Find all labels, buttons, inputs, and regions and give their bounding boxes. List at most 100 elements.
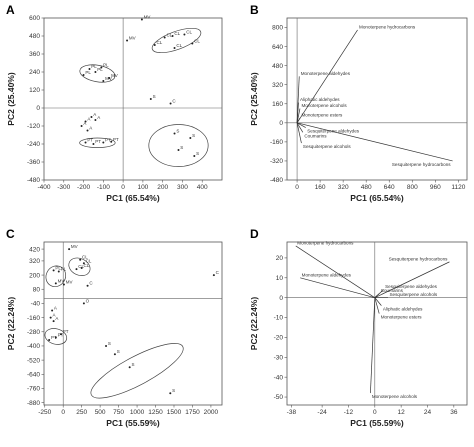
- loading-vector: [374, 297, 380, 314]
- x-axis-label: PC1 (55.59%): [106, 418, 160, 428]
- group-ellipse: [90, 343, 184, 399]
- data-point: [86, 129, 89, 132]
- data-point-label: S: [196, 151, 199, 156]
- loading-vector-label: Sesquiterpene alcohols: [389, 292, 437, 297]
- loading-vector-label: Monoterpene hydrocarbons: [297, 240, 354, 245]
- y-tick-label: 0: [279, 295, 283, 302]
- data-point: [169, 392, 172, 395]
- loading-vector-label: Sesquiterpene hydrocarbons: [392, 162, 451, 167]
- y-tick-label: -640: [27, 371, 40, 378]
- data-point-label: PL: [61, 267, 67, 272]
- data-point-label: MV: [71, 244, 78, 249]
- x-tick-label: 0: [61, 409, 65, 416]
- y-tick-label: 360: [29, 51, 40, 58]
- data-point-label: PT: [95, 139, 101, 144]
- loading-vector: [296, 117, 301, 124]
- x-tick-label: 2000: [204, 409, 219, 416]
- x-tick-label: 640: [384, 184, 395, 191]
- panel-letter: C: [6, 227, 15, 241]
- data-point-label: S: [172, 388, 175, 393]
- data-point-label: PL: [97, 67, 103, 72]
- data-point-label: PT: [113, 137, 119, 142]
- y-tick-label: -10: [274, 315, 284, 322]
- y-tick-label: 320: [29, 258, 40, 265]
- y-tick-label: -400: [27, 343, 40, 350]
- y-tick-label: 320: [272, 82, 283, 89]
- x-tick-label: -38: [287, 409, 297, 416]
- data-point-label: MV: [111, 73, 118, 78]
- y-tick-label: -520: [27, 357, 40, 364]
- loading-vector: [296, 122, 306, 128]
- y-tick-label: -320: [270, 158, 283, 165]
- y-tick-label: -20: [274, 335, 284, 342]
- y-tick-label: -760: [27, 386, 40, 393]
- data-point: [59, 333, 62, 336]
- x-tick-label: 1750: [185, 409, 200, 416]
- group-ellipse: [45, 265, 67, 287]
- x-tick-label: 0: [121, 184, 125, 191]
- data-point: [48, 339, 51, 342]
- data-point-label: PT: [105, 138, 111, 143]
- x-tick-label: 1250: [148, 409, 163, 416]
- data-point-label: CL: [186, 30, 192, 35]
- data-point: [173, 132, 176, 135]
- loading-vector-label: Coumarins: [304, 133, 327, 138]
- data-point: [86, 284, 89, 287]
- panel-d: D -38 -24 -12 0 12 24 36 20 10 0 -10 -20 -30 -40 -50 PC1…: [249, 227, 468, 428]
- data-point-label: MV: [66, 280, 73, 285]
- data-point-label: PL: [91, 64, 97, 69]
- data-point-label: A: [89, 126, 92, 131]
- y-tick-label: 600: [29, 15, 40, 22]
- data-point-label: CL: [83, 263, 89, 268]
- loading-vector: [374, 297, 382, 306]
- data-point: [183, 33, 186, 36]
- data-point-label: C: [89, 281, 93, 286]
- data-point: [110, 140, 113, 143]
- data-point: [102, 141, 105, 144]
- data-point-label: A: [83, 121, 86, 126]
- x-tick-label: 0: [295, 184, 299, 191]
- x-tick-label: 480: [361, 184, 372, 191]
- group-ellipse: [151, 27, 202, 54]
- data-point: [102, 80, 105, 82]
- data-point: [163, 36, 166, 39]
- y-tick-label: 80: [33, 286, 41, 293]
- y-tick-label: 0: [36, 105, 40, 112]
- data-point-label: PL: [85, 70, 91, 75]
- data-point: [54, 336, 57, 339]
- data-point: [84, 141, 87, 144]
- data-point: [79, 258, 82, 261]
- y-tick-label: 120: [29, 87, 40, 94]
- x-tick-label: 750: [113, 409, 124, 416]
- loading-vector: [374, 293, 380, 298]
- y-tick-label: -880: [27, 400, 40, 407]
- y-tick-label: -480: [270, 177, 283, 184]
- data-point: [126, 39, 129, 42]
- data-point: [193, 155, 196, 157]
- data-point: [82, 74, 85, 76]
- data-point: [94, 71, 97, 73]
- y-tick-label: -280: [27, 329, 40, 336]
- y-tick-label: -50: [274, 394, 284, 401]
- x-tick-label: -300: [57, 184, 70, 191]
- loading-vector-label: Monoterpene aldehydes: [301, 71, 351, 76]
- y-tick-label: 240: [29, 69, 40, 76]
- plot-frame: [286, 17, 468, 181]
- data-point: [51, 309, 54, 312]
- x-tick-label: 100: [137, 184, 148, 191]
- data-point: [62, 283, 65, 286]
- panel-letter: D: [250, 227, 259, 241]
- data-point-label: A: [93, 112, 96, 117]
- x-tick-label: -400: [37, 184, 50, 191]
- loading-vector: [296, 122, 304, 133]
- data-point-label: S: [117, 349, 120, 354]
- data-point: [54, 282, 57, 285]
- data-point-label: MV: [58, 278, 65, 283]
- plot-frame: [286, 241, 468, 406]
- data-point: [171, 35, 174, 37]
- x-axis-label: PC1 (65.54%): [106, 193, 160, 203]
- loading-vector-label: Monoterpene alcohols: [301, 103, 347, 108]
- x-axis-label: PC1 (55.59%): [350, 418, 404, 428]
- group-ellipse: [148, 124, 209, 167]
- data-point-label: CL: [166, 33, 172, 38]
